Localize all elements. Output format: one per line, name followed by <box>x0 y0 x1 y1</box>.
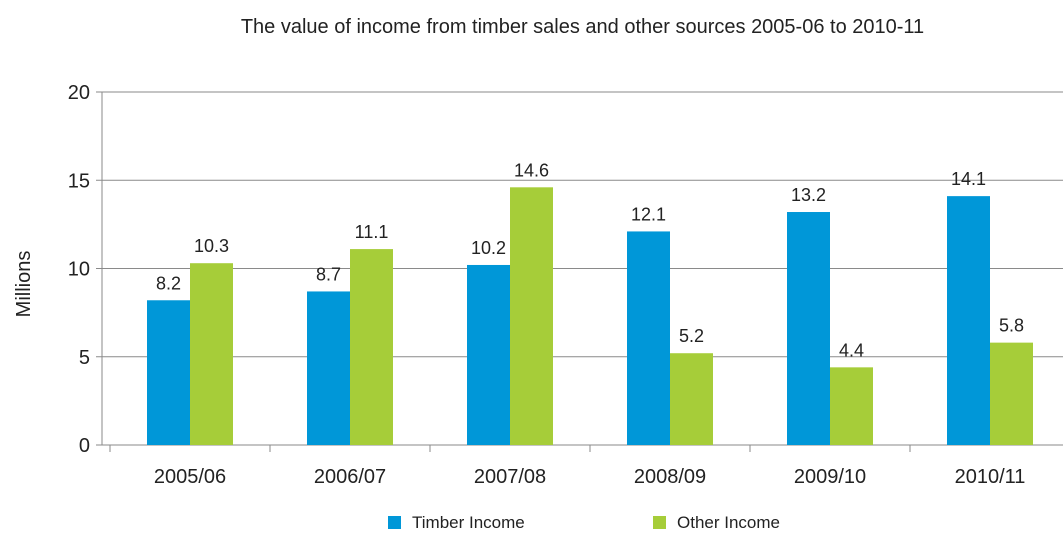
y-tick-label: 0 <box>79 435 90 457</box>
bar-timber-income <box>147 300 190 445</box>
data-label: 14.6 <box>514 160 549 180</box>
x-tick-label: 2009/10 <box>794 466 866 488</box>
y-tick-label: 10 <box>68 259 90 281</box>
legend-label: Other Income <box>677 513 780 532</box>
axes: 0 5 10 15 20 2005/06 2006/07 2007/08 2008/09 2009… <box>68 82 1063 488</box>
data-label: 13.2 <box>791 185 826 205</box>
y-tick-label: 5 <box>79 347 90 369</box>
bar-other-income <box>190 263 233 445</box>
bar-timber-income <box>467 264 510 445</box>
y-tick-label: 15 <box>68 170 90 192</box>
legend: Timber Income Other Income <box>388 513 780 532</box>
gridlines <box>102 91 1063 358</box>
data-label: 8.7 <box>316 264 341 284</box>
data-labels: 8.2 10.3 8.7 11.1 10.2 14.6 12.1 5.2 13.2 4.4 14.1… <box>156 160 1024 360</box>
data-label: 12.1 <box>631 204 666 224</box>
data-label: 14.1 <box>951 169 986 189</box>
bar-other-income <box>990 342 1033 445</box>
chart-title: The value of income from timber sales an… <box>240 16 925 38</box>
legend-swatch <box>388 516 401 529</box>
data-label: 10.3 <box>194 236 229 256</box>
legend-swatch <box>653 516 666 529</box>
data-label: 11.1 <box>355 222 389 242</box>
x-tick-label: 2006/07 <box>314 466 386 488</box>
data-label: 5.2 <box>679 326 704 346</box>
x-tick-label: 2010/11 <box>955 466 1026 488</box>
data-label: 10.2 <box>471 238 506 258</box>
x-tick-label: 2005/06 <box>154 466 226 488</box>
bar-timber-income <box>307 291 350 445</box>
x-tick-label: 2008/09 <box>634 466 706 488</box>
data-label: 5.8 <box>999 316 1024 336</box>
bar-other-income <box>350 249 393 445</box>
bars <box>147 187 1033 445</box>
data-label: 4.4 <box>839 340 864 360</box>
bar-other-income <box>830 367 873 445</box>
y-axis-label: Millions <box>13 251 35 318</box>
data-label: 8.2 <box>156 273 181 293</box>
bar-other-income <box>510 187 553 445</box>
y-tick-label: 20 <box>68 82 90 104</box>
bar-timber-income <box>627 231 670 445</box>
bar-other-income <box>670 353 713 445</box>
x-tick-label: 2007/08 <box>474 466 546 488</box>
bar-timber-income <box>787 212 830 445</box>
legend-label: Timber Income <box>412 513 525 532</box>
bar-timber-income <box>947 196 990 445</box>
